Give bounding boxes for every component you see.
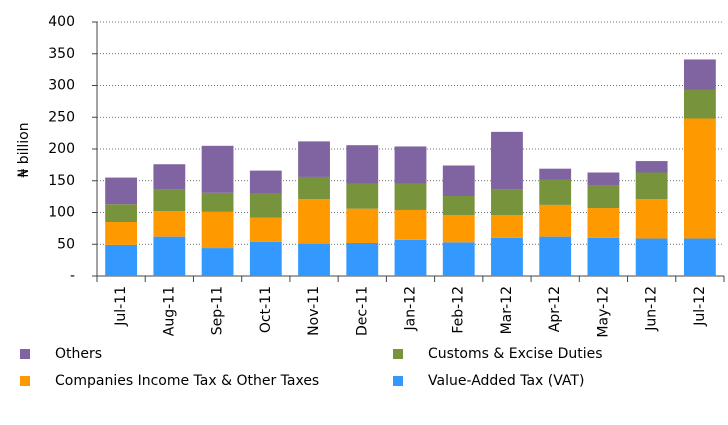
bar-segment — [153, 189, 186, 212]
legend-label: Value-Added Tax (VAT) — [428, 373, 584, 389]
bar-segment — [201, 145, 234, 193]
legend-swatch — [20, 349, 30, 359]
bar-segment — [153, 164, 186, 190]
y-tick-label: - — [70, 268, 75, 284]
bar-segment — [105, 244, 138, 276]
x-tick-label: Jul-12 — [692, 286, 708, 327]
x-tick-label: Jul-11 — [113, 286, 129, 327]
y-tick-label: 100 — [48, 205, 75, 221]
bar-segment — [442, 215, 475, 243]
bar-segment — [346, 183, 379, 209]
bar-segment — [635, 161, 668, 173]
bar-segment — [539, 168, 572, 180]
bar-segment — [249, 170, 282, 194]
legend-label: Companies Income Tax & Other Taxes — [55, 373, 319, 389]
bar-segment — [683, 89, 716, 119]
bar-segment — [635, 199, 668, 239]
x-tick-label: Oct-11 — [258, 286, 274, 333]
y-tick-label: 150 — [48, 173, 75, 189]
bar-segment — [201, 248, 234, 276]
bar-segment — [539, 179, 572, 205]
y-tick-label: 300 — [48, 78, 75, 94]
bar-segment — [635, 172, 668, 200]
bar-segment — [298, 199, 330, 244]
x-tick-label: Jun-12 — [644, 286, 660, 332]
bar-segment — [105, 222, 138, 245]
bar-segment — [587, 237, 620, 276]
bar-segment — [201, 192, 234, 212]
y-tick-label: 250 — [48, 109, 75, 125]
bar-segment — [683, 118, 716, 239]
bar-segment — [394, 209, 427, 240]
y-tick-label: 400 — [48, 14, 75, 30]
bar-segment — [394, 239, 427, 276]
bar-segment — [683, 238, 716, 276]
bar-segment — [201, 211, 234, 249]
x-tick-label: Sep-11 — [210, 286, 226, 335]
bar-segment — [153, 211, 186, 237]
bar-segment — [249, 217, 282, 242]
bar-segment — [491, 215, 523, 238]
y-tick-label: 350 — [48, 46, 75, 62]
bar-segment — [105, 177, 138, 205]
legend-swatch — [393, 349, 403, 359]
x-tick-label: Apr-12 — [547, 286, 563, 332]
x-tick-label: Mar-12 — [499, 286, 515, 334]
bar-segment — [346, 242, 379, 276]
bar-segment — [298, 243, 330, 276]
bar-segment — [346, 208, 379, 243]
bar-segment — [394, 183, 427, 210]
bar-segment — [491, 237, 523, 276]
bar-segment — [298, 176, 330, 200]
x-tick-label: Feb-12 — [451, 286, 467, 334]
y-axis-label: ₦ billion — [16, 122, 32, 177]
y-tick-label: 200 — [48, 141, 75, 157]
y-tick-label: 50 — [57, 236, 75, 252]
bar-segment — [442, 165, 475, 196]
legend-label: Others — [55, 346, 102, 362]
bar-segment — [539, 204, 572, 237]
legend-swatch — [20, 376, 30, 386]
bar-segment — [683, 59, 716, 90]
bar-segment — [298, 141, 330, 177]
x-tick-label: May-12 — [595, 286, 611, 338]
bar-segment — [587, 208, 620, 238]
bar-segment — [539, 236, 572, 276]
x-tick-label: Dec-11 — [354, 286, 370, 336]
bar-segment — [394, 146, 427, 184]
bar-segment — [249, 241, 282, 276]
legend-swatch — [393, 376, 403, 386]
bar-segment — [587, 185, 620, 209]
bar-segment — [491, 189, 523, 216]
bar-segment — [249, 193, 282, 218]
bar-segment — [442, 242, 475, 276]
x-tick-label: Jan-12 — [403, 286, 419, 331]
bar-segment — [587, 172, 620, 186]
bar-segment — [346, 145, 379, 184]
bar-segment — [105, 204, 138, 223]
bar-segment — [153, 236, 186, 276]
bar-segment — [635, 238, 668, 276]
legend-label: Customs & Excise Duties — [428, 346, 603, 362]
bar-segment — [442, 195, 475, 216]
x-tick-label: Aug-11 — [161, 286, 177, 336]
x-tick-label: Nov-11 — [306, 286, 322, 336]
bar-segment — [491, 131, 523, 190]
